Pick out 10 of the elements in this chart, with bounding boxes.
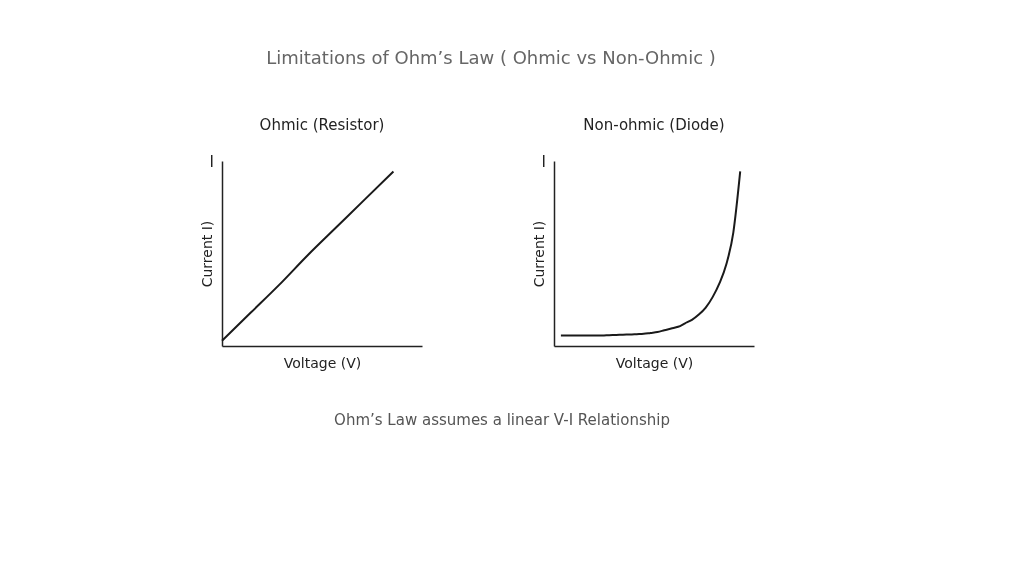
chart-title: Non-ohmic (Diode) [583, 116, 725, 134]
x-axis-title: Voltage (V) [283, 354, 362, 371]
y-axis-title: Current I) [530, 220, 547, 288]
text: I [541, 153, 546, 171]
x-axis-title: Voltage (V) [615, 354, 694, 371]
chart-title: Ohmic (Resistor) [259, 116, 385, 134]
text: Ohm’s Law assumes a linear V-I Relationship [334, 411, 670, 429]
text: Limitations of Ohm’s Law ( Ohmic vs Non-Ohmic ) [266, 47, 716, 68]
y-axis-title: Current I) [198, 220, 215, 288]
text: I [209, 153, 214, 171]
